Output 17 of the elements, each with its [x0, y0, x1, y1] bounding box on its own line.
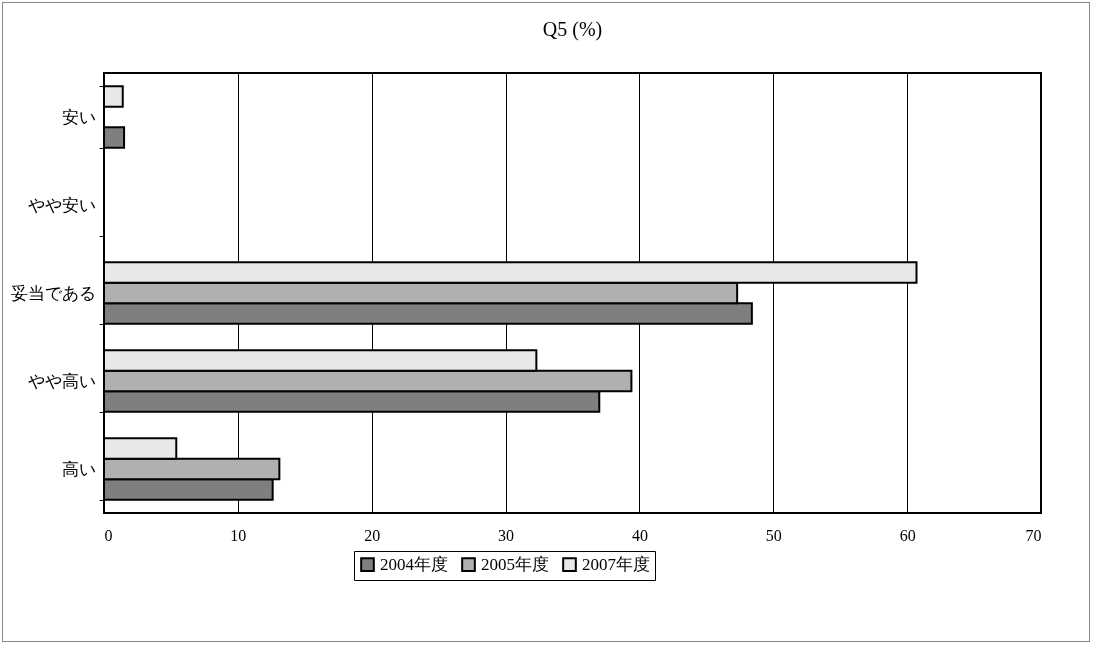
y-tick-label: 高い	[61, 459, 96, 479]
y-tick-label: 妥当である	[10, 283, 96, 303]
x-tick-label: 10	[230, 526, 247, 544]
x-tick-label: 50	[765, 526, 782, 544]
x-tick-label: 20	[364, 526, 381, 544]
x-tick-label: 0	[104, 526, 113, 544]
legend-label: 2007年度	[582, 554, 650, 574]
legend-label: 2004年度	[380, 554, 448, 574]
x-tick-label: 60	[899, 526, 916, 544]
chart-title: Q5 (%)	[542, 18, 603, 41]
x-tick-label: 30	[498, 526, 515, 544]
x-tick-label: 70	[1025, 526, 1042, 544]
y-tick-label: やや安い	[27, 195, 96, 215]
y-tick-label: 安い	[61, 107, 96, 127]
legend-label: 2005年度	[481, 554, 549, 574]
y-tick-label: やや高い	[27, 371, 96, 391]
x-tick-label: 40	[631, 526, 648, 544]
